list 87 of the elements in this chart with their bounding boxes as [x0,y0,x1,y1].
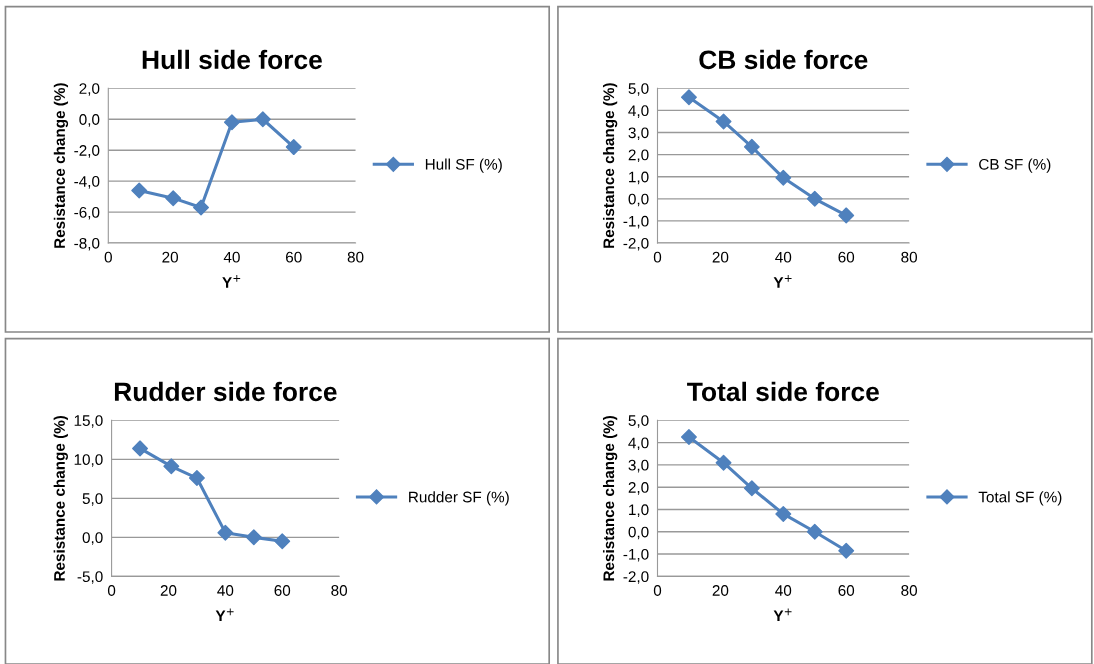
y-tick-label: 0,0 [628,193,649,207]
point [131,182,148,199]
point [680,429,697,446]
point [223,114,240,131]
x-tick-label: 60 [286,251,302,263]
y-tick-label: 5,0 [628,415,649,428]
y-tick-label: 0,0 [628,526,649,540]
point [806,523,823,540]
x-tick-label: 60 [838,585,855,596]
x-tick-label: 60 [838,251,855,263]
y-tick-label: 2,0 [628,149,649,163]
x-tick-label: 0 [653,251,662,263]
point [254,111,271,128]
point [188,470,205,487]
legend-label: CB SF (%) [979,158,1051,173]
point [132,440,149,457]
x-axis-title: Y$^{+}$ [773,608,792,621]
point [743,480,760,497]
x-tick-label: 80 [347,251,364,263]
y-tick-label: 5,0 [82,493,103,506]
y-tick-label: 0,0 [82,532,103,545]
y-tick-label: 3,0 [628,127,649,141]
point [743,138,760,155]
y-axis-title: Resistance change (%) [53,415,68,581]
y-tick-label: -2,0 [623,571,649,584]
point [775,505,792,522]
y-tick-label: 1,0 [629,171,649,185]
x-axis-title: Y$^{+}$ [215,608,234,621]
x-axis-title: Y$^{+}$ [773,275,792,288]
point [285,139,302,156]
point [163,458,180,475]
point [838,207,855,224]
point [217,524,234,541]
y-tick-label: 5,0 [628,83,649,96]
legend-label: Hull SF (%) [425,158,502,173]
y-tick-label: -1,0 [623,215,649,229]
point [245,529,262,546]
y-tick-label: 4,0 [628,437,649,451]
point [165,190,182,207]
point [715,113,732,130]
y-tick-label: 2,0 [628,482,649,495]
x-tick-label: 20 [162,251,179,263]
point [274,533,291,550]
x-tick-label: 40 [775,251,792,263]
y-tick-label: 2,0 [79,83,100,96]
y-tick-label: -2,0 [623,237,649,251]
chart-title: Hull side force [142,49,322,70]
point [775,169,792,186]
y-axis-title: Resistance change (%) [53,83,69,248]
point [715,454,732,471]
point [680,89,697,106]
x-tick-label: 80 [901,251,918,263]
y-tick-label: -8,0 [74,237,100,251]
point [193,199,210,216]
legend-label: Rudder SF (%) [409,491,509,506]
legend-label: Total SF (%) [978,491,1062,506]
y-tick-label: 15,0 [74,415,103,428]
y-axis-title: Resistance change (%) [602,415,618,581]
y-tick-label: 1,0 [629,504,649,517]
chart-title: Rudder side force [114,381,337,402]
y-tick-label: -4,0 [74,176,100,189]
x-tick-label: 0 [104,251,112,263]
y-axis-title: Resistance change (%) [602,83,618,248]
x-tick-label: 20 [160,585,177,596]
x-axis-title: Y$^{+}$ [222,275,241,288]
point [838,542,855,559]
x-tick-label: 80 [331,585,348,596]
x-tick-label: 60 [274,585,291,596]
y-tick-label: 3,0 [628,459,649,473]
y-tick-label: -1,0 [623,548,649,562]
y-tick-label: 10,0 [74,454,103,467]
chart-title: Total side force [687,381,879,402]
y-tick-label: 0,0 [79,114,100,127]
y-tick-label: 4,0 [628,105,649,118]
x-tick-label: 80 [901,585,918,596]
x-tick-label: 40 [217,585,234,596]
x-tick-label: 0 [107,585,116,596]
y-tick-label: -2,0 [74,145,100,158]
y-tick-label: -6,0 [74,206,100,220]
x-tick-label: 20 [712,251,729,263]
x-tick-label: 40 [223,251,240,263]
x-tick-label: 40 [775,585,792,596]
y-tick-label: -5,0 [77,571,103,584]
x-tick-label: 0 [653,585,662,596]
x-tick-label: 20 [712,585,729,596]
chart-title: CB side force [699,49,868,70]
point [806,190,823,207]
